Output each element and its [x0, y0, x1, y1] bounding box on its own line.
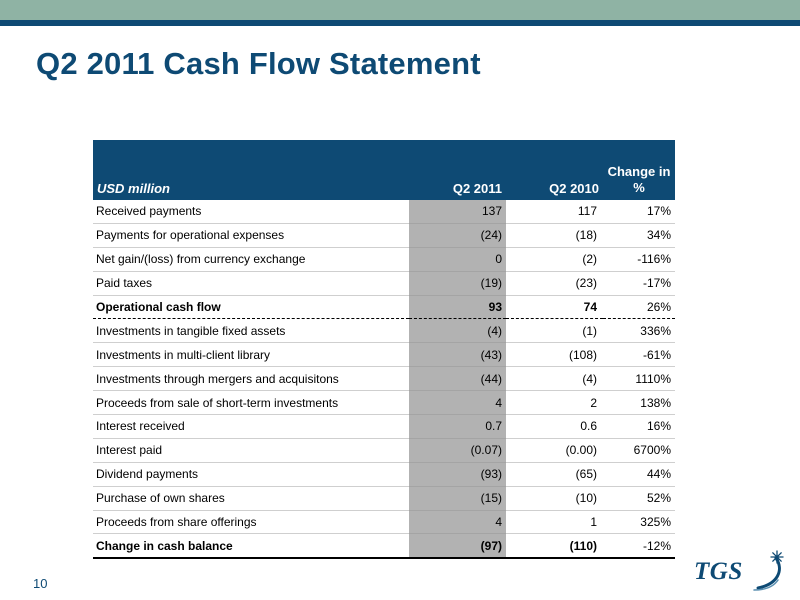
change-value: 6700% — [603, 438, 675, 463]
tgs-logo: TGS — [694, 548, 790, 594]
q2-2010-value: (65) — [506, 462, 603, 487]
page-number: 10 — [33, 576, 48, 591]
change-value: 52% — [603, 486, 675, 511]
q2-2011-value: (93) — [409, 462, 506, 487]
q2-2011-value: (15) — [409, 486, 506, 511]
q2-2010-header: Q2 2010 — [506, 140, 603, 200]
row-label: Payments for operational expenses — [93, 223, 409, 248]
q2-2010-value: 1 — [506, 510, 603, 535]
logo-swirl-icon — [753, 550, 784, 591]
table-row: Net gain/(loss) from currency exchange 0(… — [93, 247, 675, 272]
row-label: Purchase of own shares — [93, 486, 409, 511]
q2-2010-value: (0.00) — [506, 438, 603, 463]
change-value: -61% — [603, 342, 675, 368]
change-header: Change in % — [603, 140, 675, 200]
q2-2010-value: (4) — [506, 366, 603, 392]
cash-flow-table: USD million Q2 2011 Q2 2010 Change in % … — [93, 140, 675, 560]
q2-2011-value: (97) — [409, 533, 506, 560]
subtotal-row: Operational cash flow 93 74 26% — [93, 294, 675, 320]
q2-2011-value: 93 — [409, 294, 506, 320]
table-row: Proceeds from share offerings 4 1 325% — [93, 510, 675, 535]
row-label: Received payments — [93, 200, 409, 224]
q2-2011-value: (4) — [409, 318, 506, 344]
top-accent-band — [0, 0, 800, 20]
q2-2011-value: (44) — [409, 366, 506, 392]
q2-2011-value: 0 — [409, 247, 506, 272]
change-value: 336% — [603, 318, 675, 344]
q2-2010-value: 117 — [506, 200, 603, 224]
table-row: Investments in multi-client library (43)(… — [93, 342, 675, 368]
table-row: Payments for operational expenses (24) (18… — [93, 223, 675, 248]
q2-2011-value: 0.7 — [409, 414, 506, 439]
page-title: Q2 2011 Cash Flow Statement — [36, 46, 481, 81]
total-row: Change in cash balance (97) (110) -12% — [93, 533, 675, 560]
row-label: Operational cash flow — [93, 294, 409, 320]
row-label: Net gain/(loss) from currency exchange — [93, 247, 409, 272]
table-body: Received payments 137 117 17% Payments for o… — [93, 200, 675, 560]
q2-2010-value: 0.6 — [506, 414, 603, 439]
q2-2011-value: (0.07) — [409, 438, 506, 463]
table-row: Paid taxes (19) (23) -17% — [93, 271, 675, 296]
table-row: Purchase of own shares (15) (10) 52% — [93, 486, 675, 511]
change-value: 34% — [603, 223, 675, 248]
row-label: Investments through mergers and acquisit… — [93, 366, 409, 392]
q2-2010-value: (1) — [506, 318, 603, 344]
row-label: Dividend payments — [93, 462, 409, 487]
change-value: 44% — [603, 462, 675, 487]
q2-2011-value: 4 — [409, 510, 506, 535]
table-row: Dividend payments (93) (65) 44% — [93, 462, 675, 487]
change-value: 17% — [603, 200, 675, 224]
q2-2010-value: (110) — [506, 533, 603, 560]
q2-2010-value: (108) — [506, 342, 603, 368]
change-value: 325% — [603, 510, 675, 535]
row-label: Interest paid — [93, 438, 409, 463]
change-value: 1110% — [603, 366, 675, 392]
q2-2011-value: 4 — [409, 390, 506, 416]
q2-2011-header: Q2 2011 — [409, 140, 506, 200]
cash-flow-table-container: USD million Q2 2011 Q2 2010 Change in % … — [93, 140, 675, 560]
change-value: 16% — [603, 414, 675, 439]
q2-2010-value: 74 — [506, 294, 603, 320]
q2-2011-value: (43) — [409, 342, 506, 368]
q2-2011-value: 137 — [409, 200, 506, 224]
unit-header: USD million — [93, 140, 409, 200]
q2-2010-value: (2) — [506, 247, 603, 272]
table-row: Proceeds from sale of short-term investm… — [93, 390, 675, 416]
q2-2010-value: (18) — [506, 223, 603, 248]
q2-2010-value: (10) — [506, 486, 603, 511]
row-label: Proceeds from sale of short-term investm… — [93, 390, 409, 416]
row-label: Interest received — [93, 414, 409, 439]
change-header-line2: % — [633, 180, 645, 195]
table-row: Received payments 137 117 17% — [93, 200, 675, 224]
q2-2010-value: (23) — [506, 271, 603, 296]
change-value: 26% — [603, 294, 675, 320]
change-value: -116% — [603, 247, 675, 272]
q2-2011-value: (24) — [409, 223, 506, 248]
q2-2011-value: (19) — [409, 271, 506, 296]
row-label: Investments in multi-client library — [93, 342, 409, 368]
row-label: Paid taxes — [93, 271, 409, 296]
logo-text: TGS — [694, 558, 743, 585]
table-row: Interest paid (0.07) (0.00) 6700% — [93, 438, 675, 463]
row-label: Investments in tangible fixed assets — [93, 318, 409, 344]
change-value: -12% — [603, 533, 675, 560]
row-label: Change in cash balance — [93, 533, 409, 560]
change-header-line1: Change in — [607, 164, 671, 179]
table-header-row: USD million Q2 2011 Q2 2010 Change in % — [93, 140, 675, 200]
top-navy-band — [0, 20, 800, 26]
table-row: Interest received 0.7 0.6 16% — [93, 414, 675, 439]
change-value: -17% — [603, 271, 675, 296]
q2-2010-value: 2 — [506, 390, 603, 416]
table-row: Investments in tangible fixed assets (4)(… — [93, 318, 675, 344]
row-label: Proceeds from share offerings — [93, 510, 409, 535]
change-value: 138% — [603, 390, 675, 416]
table-row: Investments through mergers and acquisit… — [93, 366, 675, 392]
